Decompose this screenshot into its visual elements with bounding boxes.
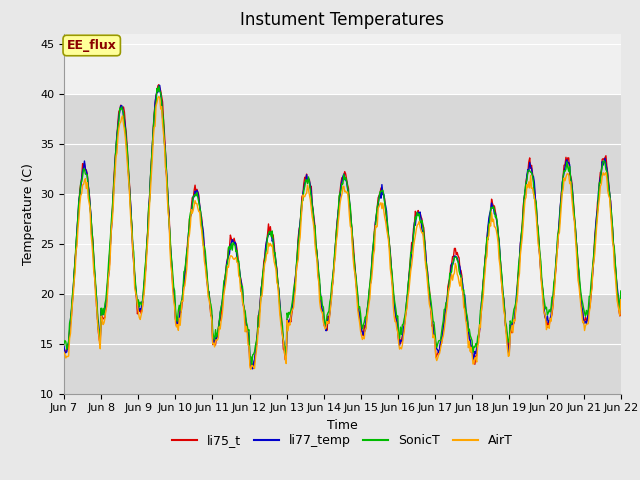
- li77_temp: [159, 122, 167, 128]
- Line: AirT: AirT: [64, 96, 621, 369]
- AirT: [204, 293, 212, 299]
- SonicT: [155, 83, 163, 89]
- li77_temp: [481, 257, 489, 263]
- SonicT: [390, 294, 398, 300]
- li75_t: [250, 365, 257, 371]
- SonicT: [60, 341, 68, 347]
- li75_t: [617, 291, 625, 297]
- AirT: [314, 272, 322, 278]
- Y-axis label: Temperature (C): Temperature (C): [22, 163, 35, 264]
- Line: li77_temp: li77_temp: [64, 85, 621, 369]
- li75_t: [481, 255, 489, 261]
- li77_temp: [390, 296, 398, 302]
- li77_temp: [204, 289, 212, 295]
- SonicT: [314, 261, 322, 267]
- AirT: [159, 131, 167, 137]
- li75_t: [390, 300, 398, 306]
- AirT: [60, 349, 68, 355]
- Line: SonicT: SonicT: [64, 86, 621, 365]
- li75_t: [314, 263, 322, 268]
- AirT: [481, 269, 489, 275]
- X-axis label: Time: Time: [327, 419, 358, 432]
- SonicT: [204, 285, 212, 291]
- li75_t: [204, 288, 212, 294]
- Text: EE_flux: EE_flux: [67, 39, 116, 52]
- SonicT: [434, 341, 442, 347]
- Bar: [64, 294, 621, 394]
- Title: Instument Temperatures: Instument Temperatures: [241, 11, 444, 29]
- li77_temp: [617, 290, 625, 296]
- Line: li75_t: li75_t: [64, 84, 621, 368]
- SonicT: [617, 288, 625, 294]
- AirT: [390, 312, 398, 318]
- li75_t: [434, 350, 442, 356]
- li75_t: [155, 82, 163, 87]
- li77_temp: [314, 260, 322, 265]
- Bar: [64, 94, 621, 193]
- AirT: [434, 355, 442, 361]
- li77_temp: [60, 344, 68, 349]
- li75_t: [60, 345, 68, 350]
- AirT: [155, 94, 163, 99]
- li77_temp: [156, 83, 164, 88]
- Legend: li75_t, li77_temp, SonicT, AirT: li75_t, li77_temp, SonicT, AirT: [167, 429, 518, 452]
- SonicT: [248, 362, 255, 368]
- SonicT: [159, 117, 167, 123]
- AirT: [247, 366, 255, 372]
- SonicT: [481, 259, 489, 264]
- li77_temp: [434, 347, 442, 353]
- li77_temp: [249, 366, 257, 372]
- li75_t: [159, 116, 167, 122]
- AirT: [617, 297, 625, 302]
